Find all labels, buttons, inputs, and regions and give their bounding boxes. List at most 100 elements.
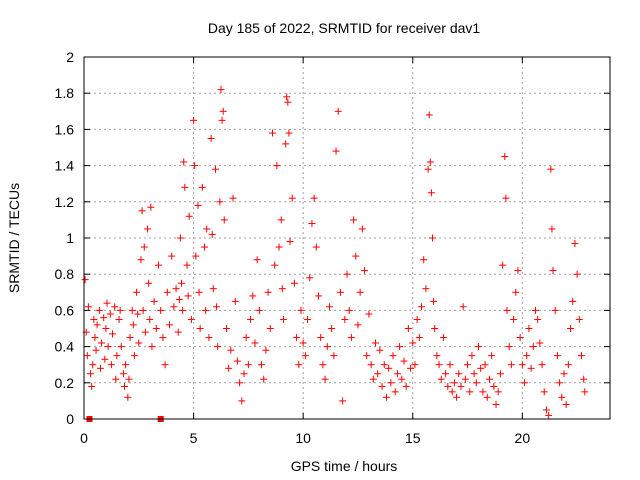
data-point xyxy=(385,364,393,372)
data-point xyxy=(258,361,266,369)
data-point xyxy=(219,107,227,115)
data-point xyxy=(145,279,153,287)
data-point xyxy=(275,243,283,251)
data-point xyxy=(374,370,382,378)
data-point xyxy=(112,375,120,383)
data-point xyxy=(502,194,510,202)
data-point xyxy=(475,343,482,351)
data-point xyxy=(529,343,537,351)
data-point xyxy=(264,288,272,296)
data-point xyxy=(170,303,178,311)
data-point xyxy=(209,285,217,293)
data-point xyxy=(140,243,148,251)
data-point xyxy=(218,116,226,124)
data-point xyxy=(371,339,379,347)
x-tick-label: 10 xyxy=(295,430,311,446)
data-point xyxy=(481,361,489,369)
data-point xyxy=(124,393,132,401)
data-point xyxy=(283,93,291,101)
data-point xyxy=(319,361,327,369)
data-point xyxy=(578,352,586,360)
data-point xyxy=(581,388,589,396)
y-tick-label: 0.6 xyxy=(55,302,75,318)
data-point xyxy=(448,388,456,396)
data-point xyxy=(548,225,556,233)
data-point xyxy=(422,285,430,293)
data-point xyxy=(499,261,507,269)
data-point xyxy=(382,393,390,401)
data-point xyxy=(273,162,281,170)
data-point xyxy=(350,216,358,224)
y-tick-label: 1 xyxy=(66,230,74,246)
data-point xyxy=(100,314,108,322)
data-point xyxy=(363,352,371,360)
data-point xyxy=(407,364,415,372)
data-point xyxy=(238,397,246,405)
data-point xyxy=(420,256,428,264)
data-point xyxy=(233,357,241,365)
data-point xyxy=(104,343,112,351)
data-point xyxy=(551,306,559,314)
data-point xyxy=(146,315,154,323)
data-point xyxy=(367,361,375,369)
data-point xyxy=(352,252,360,260)
data-point xyxy=(571,239,579,247)
data-point xyxy=(376,346,384,354)
data-point xyxy=(325,303,333,311)
data-point xyxy=(216,198,224,206)
data-point xyxy=(111,303,119,311)
data-point xyxy=(117,343,125,351)
data-point xyxy=(343,270,351,278)
data-point xyxy=(268,129,276,137)
data-point xyxy=(176,234,184,242)
data-point xyxy=(247,315,255,323)
data-point xyxy=(141,328,149,336)
data-point xyxy=(428,234,436,242)
data-point xyxy=(288,194,296,202)
data-point xyxy=(315,292,323,300)
data-point xyxy=(496,370,504,378)
data-point xyxy=(179,306,187,314)
data-point xyxy=(88,382,96,390)
data-point xyxy=(402,382,410,390)
data-point xyxy=(181,183,189,191)
data-point xyxy=(580,375,588,383)
data-point xyxy=(427,189,435,197)
data-point xyxy=(212,165,219,173)
data-point xyxy=(547,165,555,173)
data-point xyxy=(187,315,195,323)
data-point xyxy=(101,355,109,363)
data-point xyxy=(490,382,498,390)
data-point xyxy=(415,334,423,342)
data-point xyxy=(161,361,169,369)
data-point xyxy=(435,361,443,369)
data-point xyxy=(361,267,369,275)
data-point xyxy=(207,134,215,142)
data-point xyxy=(139,306,147,314)
data-point xyxy=(538,361,546,369)
data-point xyxy=(317,334,325,342)
data-point xyxy=(393,370,401,378)
data-point xyxy=(240,370,248,378)
data-point xyxy=(426,158,434,166)
data-point xyxy=(183,261,191,269)
data-point xyxy=(278,285,286,293)
data-point xyxy=(345,306,353,314)
data-point xyxy=(503,306,511,314)
data-point xyxy=(365,310,373,318)
data-point xyxy=(214,343,222,351)
data-point xyxy=(231,297,239,305)
y-tick-label: 1.4 xyxy=(55,158,75,174)
data-point xyxy=(172,285,180,293)
data-point xyxy=(253,256,261,264)
data-point xyxy=(536,339,544,347)
data-point xyxy=(203,225,211,233)
data-point xyxy=(93,321,101,329)
data-point xyxy=(135,339,143,347)
data-point xyxy=(225,364,233,372)
data-point xyxy=(152,325,160,332)
data-point xyxy=(125,375,133,383)
data-point xyxy=(95,306,103,314)
data-point xyxy=(108,330,116,338)
